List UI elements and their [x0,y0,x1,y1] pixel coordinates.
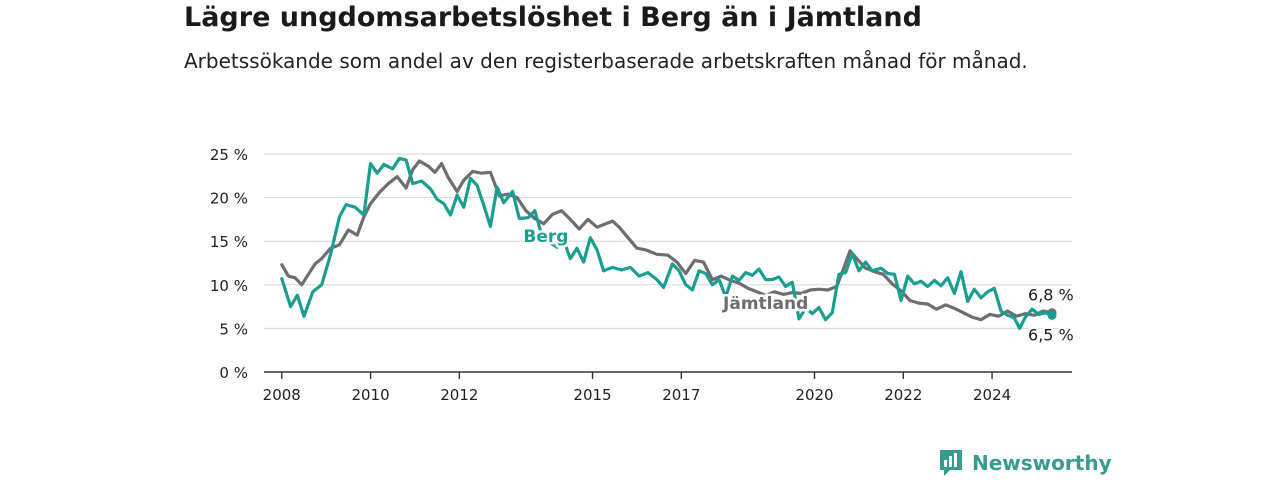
x-tick-label: 2020 [795,386,833,404]
x-tick-label: 2015 [573,386,611,404]
y-tick-label: 20 % [210,190,248,208]
x-axis-ticks: 2008 2010 2012 2015 2017 2020 2022 2024 [263,372,1011,404]
x-tick-label: 2012 [440,386,478,404]
x-tick-label: 2024 [973,386,1011,404]
chart-title: Lägre ungdomsarbetslöshet i Berg än i Jä… [184,2,922,33]
series-label-berg: Berg [523,227,568,247]
end-label-jamtland: 6,8 % [1028,286,1074,305]
brand-logo[interactable]: Newsworthy [938,448,1112,478]
series-line-jämtland [280,159,1054,322]
x-tick-label: 2010 [351,386,389,404]
brand-name: Newsworthy [972,451,1112,475]
series-label-jamtland: Jämtland [722,294,808,314]
series-labels: Berg Jämtland 6,8 % 6,5 % [521,225,1076,347]
y-tick-label: 0 % [219,364,248,382]
chart-subtitle: Arbetssökande som andel av den registerb… [184,49,1028,73]
x-tick-label: 2008 [263,386,301,404]
y-axis-ticks: 0 % 5 % 10 % 15 % 20 % 25 % [210,146,248,382]
x-tick-label: 2017 [662,386,700,404]
y-tick-label: 5 % [219,320,248,338]
series-lines [280,156,1057,330]
y-tick-label: 15 % [210,233,248,251]
series-endpoint-berg [1047,310,1057,320]
y-tick-label: 25 % [210,146,248,164]
series-line-berg [280,156,1054,330]
y-tick-label: 10 % [210,277,248,295]
x-tick-label: 2022 [884,386,922,404]
newsworthy-logo-icon [940,450,962,476]
end-label-berg: 6,5 % [1028,325,1074,344]
